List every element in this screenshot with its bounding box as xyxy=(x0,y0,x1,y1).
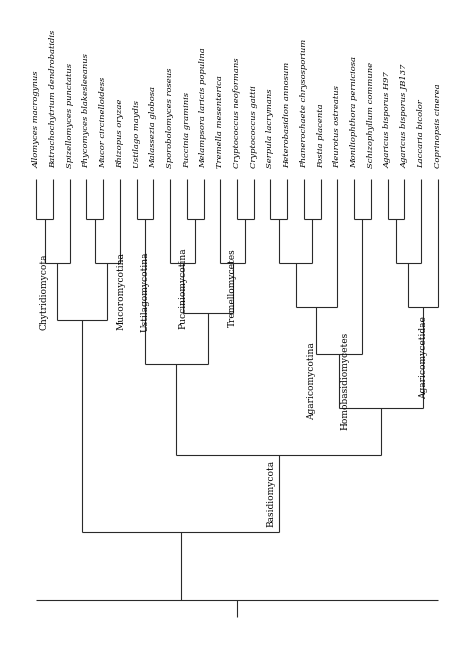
Text: Sporobolomyces roseus: Sporobolomyces roseus xyxy=(166,68,174,168)
Text: Pleurotus ostreatus: Pleurotus ostreatus xyxy=(333,86,341,168)
Text: Rhizopus oryzae: Rhizopus oryzae xyxy=(116,99,124,168)
Text: Mucoromycotina: Mucoromycotina xyxy=(116,253,125,330)
Text: Chytridiomycota: Chytridiomycota xyxy=(39,253,48,330)
Text: Agaricomycetidae: Agaricomycetidae xyxy=(419,315,428,398)
Text: Homobasidiomycetes: Homobasidiomycetes xyxy=(340,332,349,430)
Text: Basidiomycota: Basidiomycota xyxy=(266,460,275,527)
Text: Ustilago maydis: Ustilago maydis xyxy=(133,101,141,168)
Text: Batrachochytrium dendrobatidis: Batrachochytrium dendrobatidis xyxy=(49,30,57,168)
Text: Cryptococcus gattii: Cryptococcus gattii xyxy=(250,86,258,168)
Text: Agaricus bisporus JB137: Agaricus bisporus JB137 xyxy=(401,64,408,168)
Text: Postia placenta: Postia placenta xyxy=(317,104,325,168)
Text: Ustilagomycotina: Ustilagomycotina xyxy=(140,251,149,332)
Text: Phycomyces blakesleeanus: Phycomyces blakesleeanus xyxy=(82,54,91,168)
Text: Spizellomyces punctatus: Spizellomyces punctatus xyxy=(66,63,73,168)
Text: Allomyces macrogynus: Allomyces macrogynus xyxy=(32,71,40,168)
Text: Tremella mesenterica: Tremella mesenterica xyxy=(216,76,224,168)
Text: Laccaria bicolor: Laccaria bicolor xyxy=(417,100,425,168)
Text: Agaricus bisporus H97: Agaricus bisporus H97 xyxy=(383,72,392,168)
Text: Puccinia graminis: Puccinia graminis xyxy=(183,92,191,168)
Text: Schizophyllum commune: Schizophyllum commune xyxy=(367,62,375,168)
Text: Cryptococcus neoformans: Cryptococcus neoformans xyxy=(233,58,241,168)
Text: Moniliophthora perniciosa: Moniliophthora perniciosa xyxy=(350,56,358,168)
Text: Melampsora laricis populina: Melampsora laricis populina xyxy=(200,48,208,168)
Text: Malassezia globosa: Malassezia globosa xyxy=(149,86,157,168)
Text: Serpula lacrymans: Serpula lacrymans xyxy=(266,89,274,168)
Text: Heterobasidion annosum: Heterobasidion annosum xyxy=(283,62,291,168)
Text: Coprinopsis cinerea: Coprinopsis cinerea xyxy=(434,84,442,168)
Text: Phanerochaete chrysosporium: Phanerochaete chrysosporium xyxy=(300,39,308,168)
Text: Agaricomycotina: Agaricomycotina xyxy=(307,342,316,419)
Text: Mucor circinelloidess: Mucor circinelloidess xyxy=(99,77,107,168)
Text: Tremellomycetes: Tremellomycetes xyxy=(228,249,237,327)
Text: Pucciniomycotina: Pucciniomycotina xyxy=(178,247,187,329)
